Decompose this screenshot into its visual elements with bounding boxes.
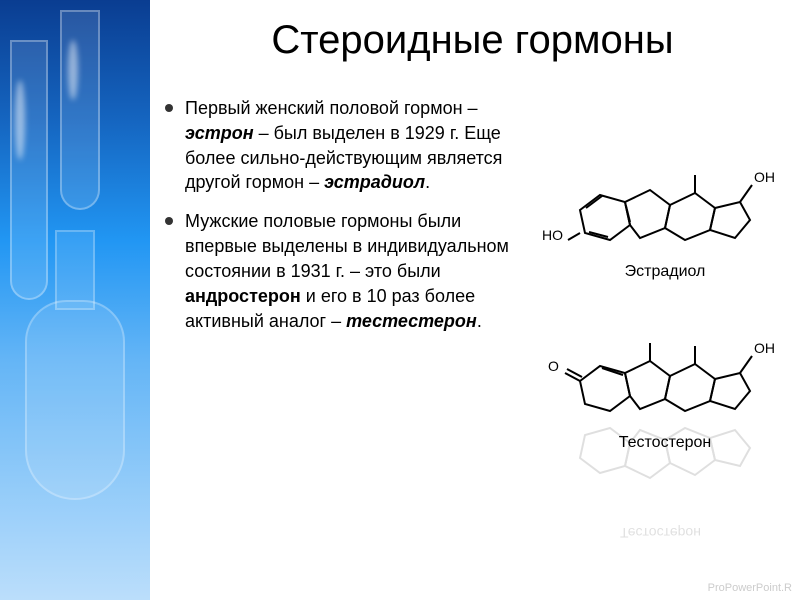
flask-body bbox=[25, 300, 125, 500]
oh-label: OH bbox=[754, 340, 775, 356]
emphasis-term: андростерон bbox=[185, 286, 301, 306]
ho-label: HO bbox=[542, 227, 563, 243]
test-tube-1 bbox=[10, 40, 48, 300]
test-tube-2 bbox=[60, 10, 100, 210]
estradiol-label: Эстрадиол bbox=[540, 263, 790, 281]
flask-neck bbox=[55, 230, 95, 310]
slide-title: Стероидные гормоны bbox=[155, 18, 790, 63]
text-span: Мужские половые гормоны были впервые выд… bbox=[185, 211, 509, 281]
sidebar-glassware-image bbox=[0, 0, 150, 600]
emphasis-term: эстрадиол bbox=[324, 172, 425, 192]
bullet-list: Первый женский половой гормон – эстрон –… bbox=[165, 96, 535, 347]
bullet-icon bbox=[165, 217, 173, 225]
list-item: Мужские половые гормоны были впервые выд… bbox=[165, 209, 535, 333]
bullet-text-2: Мужские половые гормоны были впервые выд… bbox=[185, 209, 535, 333]
o-label: O bbox=[548, 358, 559, 374]
watermark: ProPowerPoint.R bbox=[708, 582, 792, 594]
list-item: Первый женский половой гормон – эстрон –… bbox=[165, 96, 535, 195]
glass-highlight-1 bbox=[15, 80, 25, 160]
glass-highlight-2 bbox=[68, 40, 78, 100]
emphasis-term: эстрон bbox=[185, 123, 254, 143]
molecule-reflection: Тестостерон bbox=[540, 448, 790, 548]
emphasis-term: тестестерон bbox=[346, 311, 477, 331]
bullet-icon bbox=[165, 104, 173, 112]
bullet-text-1: Первый женский половой гормон – эстрон –… bbox=[185, 96, 535, 195]
svg-text:Тестостерон: Тестостерон bbox=[620, 525, 701, 541]
oh-label: OH bbox=[754, 169, 775, 185]
text-span: . bbox=[425, 172, 430, 192]
text-span: Первый женский половой гормон – bbox=[185, 98, 478, 118]
estradiol-structure: OH HO bbox=[540, 120, 790, 260]
text-span: . bbox=[477, 311, 482, 331]
